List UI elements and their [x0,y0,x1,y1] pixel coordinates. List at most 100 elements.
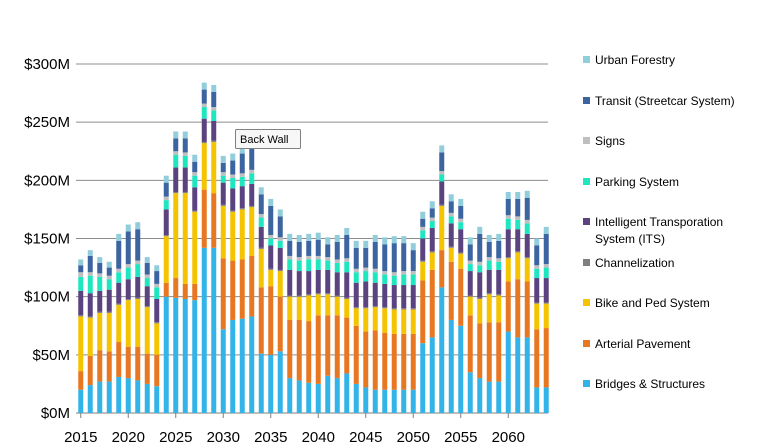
bar-segment [391,285,397,309]
bar-segment [410,389,416,413]
bar-segment [420,218,426,227]
bar-segment [534,303,540,330]
x-tick-label: 2050 [397,429,430,446]
bar-segment [78,272,84,277]
bar-segment [458,229,464,253]
bar-segment [154,386,160,413]
bar-segment [192,161,198,173]
bar-segment [220,172,226,176]
legend-item: Bike and Ped System [583,296,710,310]
bar-segment [154,283,160,288]
bar-segment [477,272,483,298]
bar-segment [87,272,93,276]
bar-segment [87,317,93,356]
bar-segment [477,261,483,266]
bar-segment [515,252,521,280]
bar-segment [363,307,369,309]
bar-segment [306,294,312,296]
bar-segment [401,389,407,413]
bar-segment [201,107,207,119]
bar-segment [524,258,530,282]
bar-segment [296,296,302,320]
bar-segment [524,233,530,258]
bar-segment [87,275,93,294]
bar-segment [543,226,549,234]
bar-segment [439,181,445,205]
bar-segment [382,237,388,245]
bar-segment [97,273,103,277]
bar-segment [116,376,122,413]
legend-label: Bike and Ped System [595,296,710,310]
bar-segment [258,248,264,288]
bar-segment [287,269,293,296]
bar-segment [287,296,293,320]
bar-segment [534,278,540,303]
bar-segment [439,204,445,206]
bar-segment [192,300,198,413]
bar-segment [163,175,169,183]
bar-segment [448,319,454,413]
bar-segment [268,205,274,236]
bar-segment [344,235,350,259]
bar-segment [477,265,483,273]
bar-segment [325,237,331,245]
bar-segment [344,228,350,236]
bar-segment [505,198,511,216]
x-tick-label: 2035 [254,429,287,446]
bar-segment [391,275,397,286]
bar-segment [296,380,302,413]
bar-segment [334,296,340,316]
bar-segment [173,278,179,298]
y-tick-label: $100M [24,289,70,306]
bar-segment [334,378,340,413]
bar-segment [344,261,350,273]
bar-segment [344,258,350,262]
bar-segment [439,171,445,175]
bar-segment [230,260,236,320]
bar-segment [391,309,397,334]
bar-segment [277,271,283,297]
bar-segment [220,329,226,413]
bar-segment [344,317,350,374]
bar-segment [429,201,435,209]
bar-segment [163,209,169,236]
bar-segment [467,237,473,245]
bar-segment [505,331,511,413]
bar-stack-2051 [420,211,426,413]
bar-segment [448,212,454,217]
bar-segment [505,229,511,258]
bar-segment [486,235,492,242]
bar-segment [201,141,207,144]
bar-segment [353,308,359,326]
bar-segment [420,226,426,231]
legend-swatch [583,137,590,144]
bar-segment [477,378,483,413]
bar-segment [534,238,540,246]
y-tick-label: $250M [24,114,70,131]
bar-segment [372,272,378,283]
bar-segment [505,258,511,282]
bar-segment [258,226,264,248]
bar-segment [163,282,169,297]
bar-segment [505,191,511,199]
bar-stack-2063 [534,238,540,413]
bar-segment [192,211,198,284]
legend-item: Bridges & Structures [583,377,705,391]
bar-segment [382,308,388,333]
bar-segment [135,298,141,347]
legend-swatch [583,97,590,104]
bar-segment [296,295,302,297]
bar-segment [239,173,245,177]
bar-segment [306,259,312,272]
bar-segment [87,293,93,317]
bar-segment [116,272,122,283]
bar-segment [458,268,464,326]
bar-segment [163,182,169,197]
bar-segment [515,191,521,199]
bar-segment [97,257,103,263]
legend-swatch [583,56,590,63]
bar-segment [249,169,255,174]
bar-segment [125,300,131,347]
bar-segment [296,260,302,272]
